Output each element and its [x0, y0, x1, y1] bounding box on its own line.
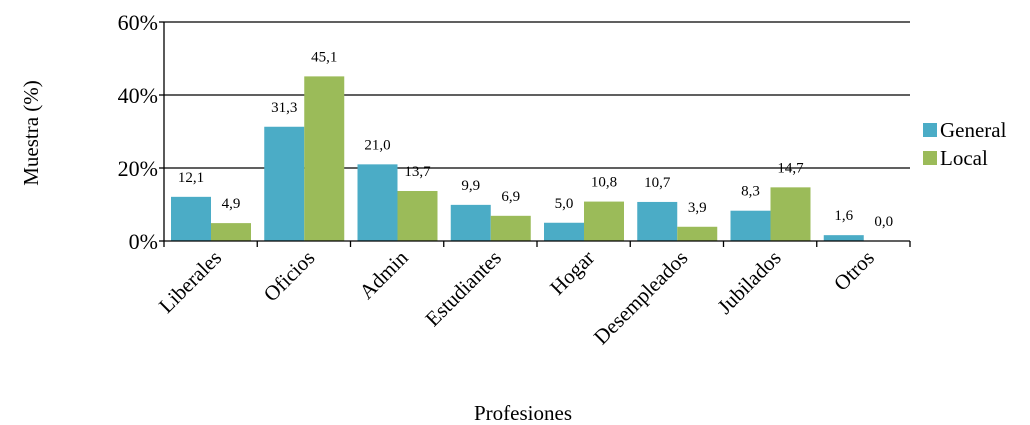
bar-general-admin: [357, 164, 398, 241]
data-label: 1,6: [834, 208, 853, 224]
data-label: 12,1: [178, 170, 204, 186]
y-axis-title: Muestra (%): [19, 80, 43, 186]
data-label: 5,0: [555, 196, 574, 212]
data-label: 8,3: [741, 184, 760, 200]
data-label: 31,3: [271, 100, 297, 116]
bars: [171, 76, 864, 241]
x-tick-label: Desempleados: [589, 246, 693, 350]
x-tick-label: Estudiantes: [420, 246, 505, 331]
bar-local-admin: [397, 190, 438, 241]
bar-local-liberales: [211, 223, 251, 241]
x-tick-label: Otros: [829, 246, 879, 296]
bar-local-jubilados: [770, 187, 811, 241]
bar-local-oficios: [304, 76, 345, 241]
bar-general-desempleados: [637, 201, 678, 241]
data-label: 14,7: [777, 160, 804, 176]
y-tick-label: 40%: [118, 83, 158, 108]
legend: General Local: [923, 118, 1007, 170]
x-axis-title: Profesiones: [474, 401, 572, 425]
x-tick-label: Oficios: [259, 246, 320, 307]
x-tick-label: Liberales: [154, 246, 226, 318]
y-tick-label: 60%: [118, 10, 158, 35]
data-label: 6,9: [501, 189, 520, 205]
labels: 0% 20% 40% 60% 12,1 31,3 21,0 9,9 5,0 10,7 8,3 1,6 4…: [118, 10, 893, 349]
bar-general-hogar: [544, 222, 584, 241]
data-label: 13,7: [404, 164, 431, 180]
legend-label-general: General: [940, 118, 1007, 142]
bar-general-jubilados: [730, 210, 771, 241]
data-label: 10,8: [591, 175, 617, 191]
data-label: 9,9: [461, 178, 480, 194]
bar-general-oficios: [264, 126, 305, 241]
x-tick-label: Hogar: [545, 246, 599, 300]
legend-swatch-general: [923, 123, 937, 137]
bar-local-hogar: [584, 201, 624, 241]
data-label: 45,1: [311, 49, 337, 65]
data-label: 4,9: [222, 196, 241, 212]
data-label: 0,0: [874, 214, 893, 230]
legend-swatch-local: [923, 151, 937, 165]
y-tick-label: 20%: [118, 156, 158, 181]
y-tick-label: 0%: [129, 229, 158, 254]
x-tick-label: Jubilados: [713, 246, 786, 319]
legend-label-local: Local: [940, 146, 988, 170]
bar-general-estudiantes: [450, 204, 491, 241]
data-label: 21,0: [364, 137, 390, 153]
axes: [159, 21, 911, 247]
data-label: 3,9: [688, 200, 707, 216]
bar-local-desempleados: [677, 226, 718, 241]
x-tick-label: Admin: [354, 245, 413, 304]
bar-general-liberales: [171, 196, 211, 241]
bar-general-otros: [823, 235, 864, 241]
data-label: 10,7: [644, 175, 671, 191]
bar-local-estudiantes: [490, 215, 531, 241]
